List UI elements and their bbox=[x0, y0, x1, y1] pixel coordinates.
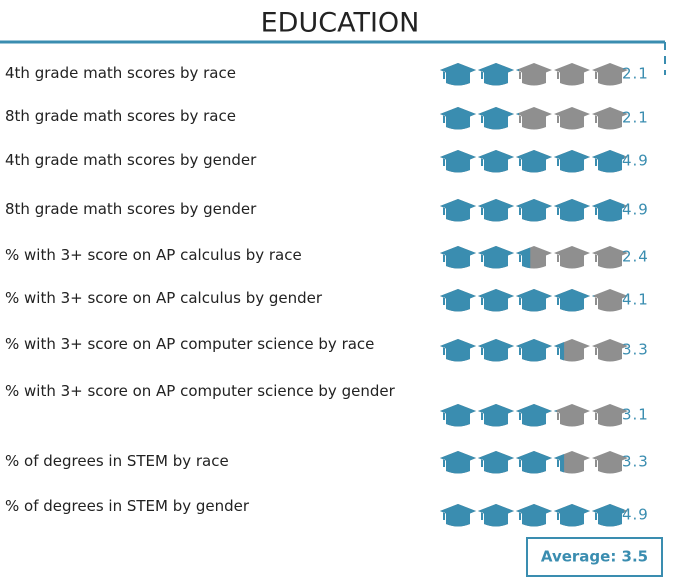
icon-filled bbox=[440, 404, 476, 427]
icon-filled bbox=[478, 404, 514, 427]
row-label: % with 3+ score on AP calculus by race bbox=[5, 246, 302, 264]
icon-filled bbox=[516, 451, 552, 474]
icon-filled bbox=[554, 504, 590, 527]
row-label: % of degrees in STEM by race bbox=[5, 452, 229, 470]
icon-filled bbox=[554, 199, 590, 222]
icon-filled bbox=[478, 504, 514, 527]
row-label: % with 3+ score on AP computer science b… bbox=[5, 382, 395, 400]
icon-empty bbox=[554, 246, 590, 269]
icon-filled bbox=[516, 150, 552, 173]
icon-row-filled bbox=[440, 504, 625, 527]
icon-empty bbox=[516, 107, 552, 130]
chart-title: EDUCATION bbox=[261, 8, 420, 39]
row-label: 8th grade math scores by race bbox=[5, 107, 236, 125]
row-label: % with 3+ score on AP calculus by gender bbox=[5, 289, 323, 307]
row-label: % with 3+ score on AP computer science b… bbox=[5, 335, 375, 353]
value-label: 3.1 bbox=[622, 406, 649, 424]
icon-filled bbox=[516, 339, 552, 362]
icon-filled bbox=[516, 504, 552, 527]
value-label: 4.9 bbox=[622, 506, 649, 524]
row-label: % of degrees in STEM by gender bbox=[5, 497, 250, 515]
row-label-box: 8th grade math scores by gender bbox=[5, 200, 257, 218]
icon-empty bbox=[516, 246, 552, 269]
icon-filled bbox=[440, 63, 476, 86]
row-label-box: % with 3+ score on AP calculus by gender bbox=[5, 289, 323, 307]
icon-filled bbox=[440, 107, 476, 130]
icon-filled bbox=[516, 289, 552, 312]
row-label-box: % with 3+ score on AP computer science b… bbox=[5, 335, 375, 353]
icon-empty bbox=[554, 63, 590, 86]
row-label-box: % of degrees in STEM by gender bbox=[5, 497, 250, 515]
row-label: 4th grade math scores by race bbox=[5, 64, 236, 82]
value-label: 2.1 bbox=[622, 65, 649, 83]
icon-empty bbox=[554, 107, 590, 130]
row-label-box: 8th grade math scores by race bbox=[5, 107, 236, 125]
value-label: 3.3 bbox=[622, 453, 649, 471]
row-label-box: % of degrees in STEM by race bbox=[5, 452, 229, 470]
icon-filled bbox=[478, 150, 514, 173]
icon-row-filled bbox=[440, 199, 625, 222]
row-label-box: % with 3+ score on AP computer science b… bbox=[5, 382, 395, 400]
icon-empty bbox=[554, 339, 590, 362]
icon-empty bbox=[554, 404, 590, 427]
icon-filled bbox=[554, 150, 590, 173]
icon-filled bbox=[440, 150, 476, 173]
value-label: 2.1 bbox=[622, 109, 649, 127]
icon-filled bbox=[478, 339, 514, 362]
icon-empty bbox=[516, 63, 552, 86]
icon-filled bbox=[478, 246, 514, 269]
icon-filled bbox=[440, 339, 476, 362]
value-label: 4.1 bbox=[622, 291, 649, 309]
icon-filled bbox=[516, 199, 552, 222]
icon-filled bbox=[478, 199, 514, 222]
icon-filled bbox=[440, 504, 476, 527]
icon-filled bbox=[440, 246, 476, 269]
value-label: 2.4 bbox=[622, 248, 649, 266]
icon-filled bbox=[478, 63, 514, 86]
icon-filled bbox=[478, 451, 514, 474]
row-label: 8th grade math scores by gender bbox=[5, 200, 257, 218]
value-label: 4.9 bbox=[622, 152, 649, 170]
row-label-box: 4th grade math scores by gender bbox=[5, 151, 257, 169]
value-label: 3.3 bbox=[622, 341, 649, 359]
icon-empty bbox=[554, 451, 590, 474]
icon-filled bbox=[478, 289, 514, 312]
average-label: Average: 3.5 bbox=[541, 548, 648, 566]
row-label-box: % with 3+ score on AP calculus by race bbox=[5, 246, 302, 264]
icon-filled bbox=[478, 107, 514, 130]
icon-filled bbox=[440, 451, 476, 474]
average-box bbox=[526, 537, 663, 577]
icon-filled bbox=[440, 199, 476, 222]
row-label-box: 4th grade math scores by race bbox=[5, 64, 236, 82]
row-label: 4th grade math scores by gender bbox=[5, 151, 257, 169]
icon-filled bbox=[440, 289, 476, 312]
icon-row-filled bbox=[440, 150, 625, 173]
icon-filled bbox=[516, 404, 552, 427]
value-label: 4.9 bbox=[622, 201, 649, 219]
icon-filled bbox=[554, 289, 590, 312]
